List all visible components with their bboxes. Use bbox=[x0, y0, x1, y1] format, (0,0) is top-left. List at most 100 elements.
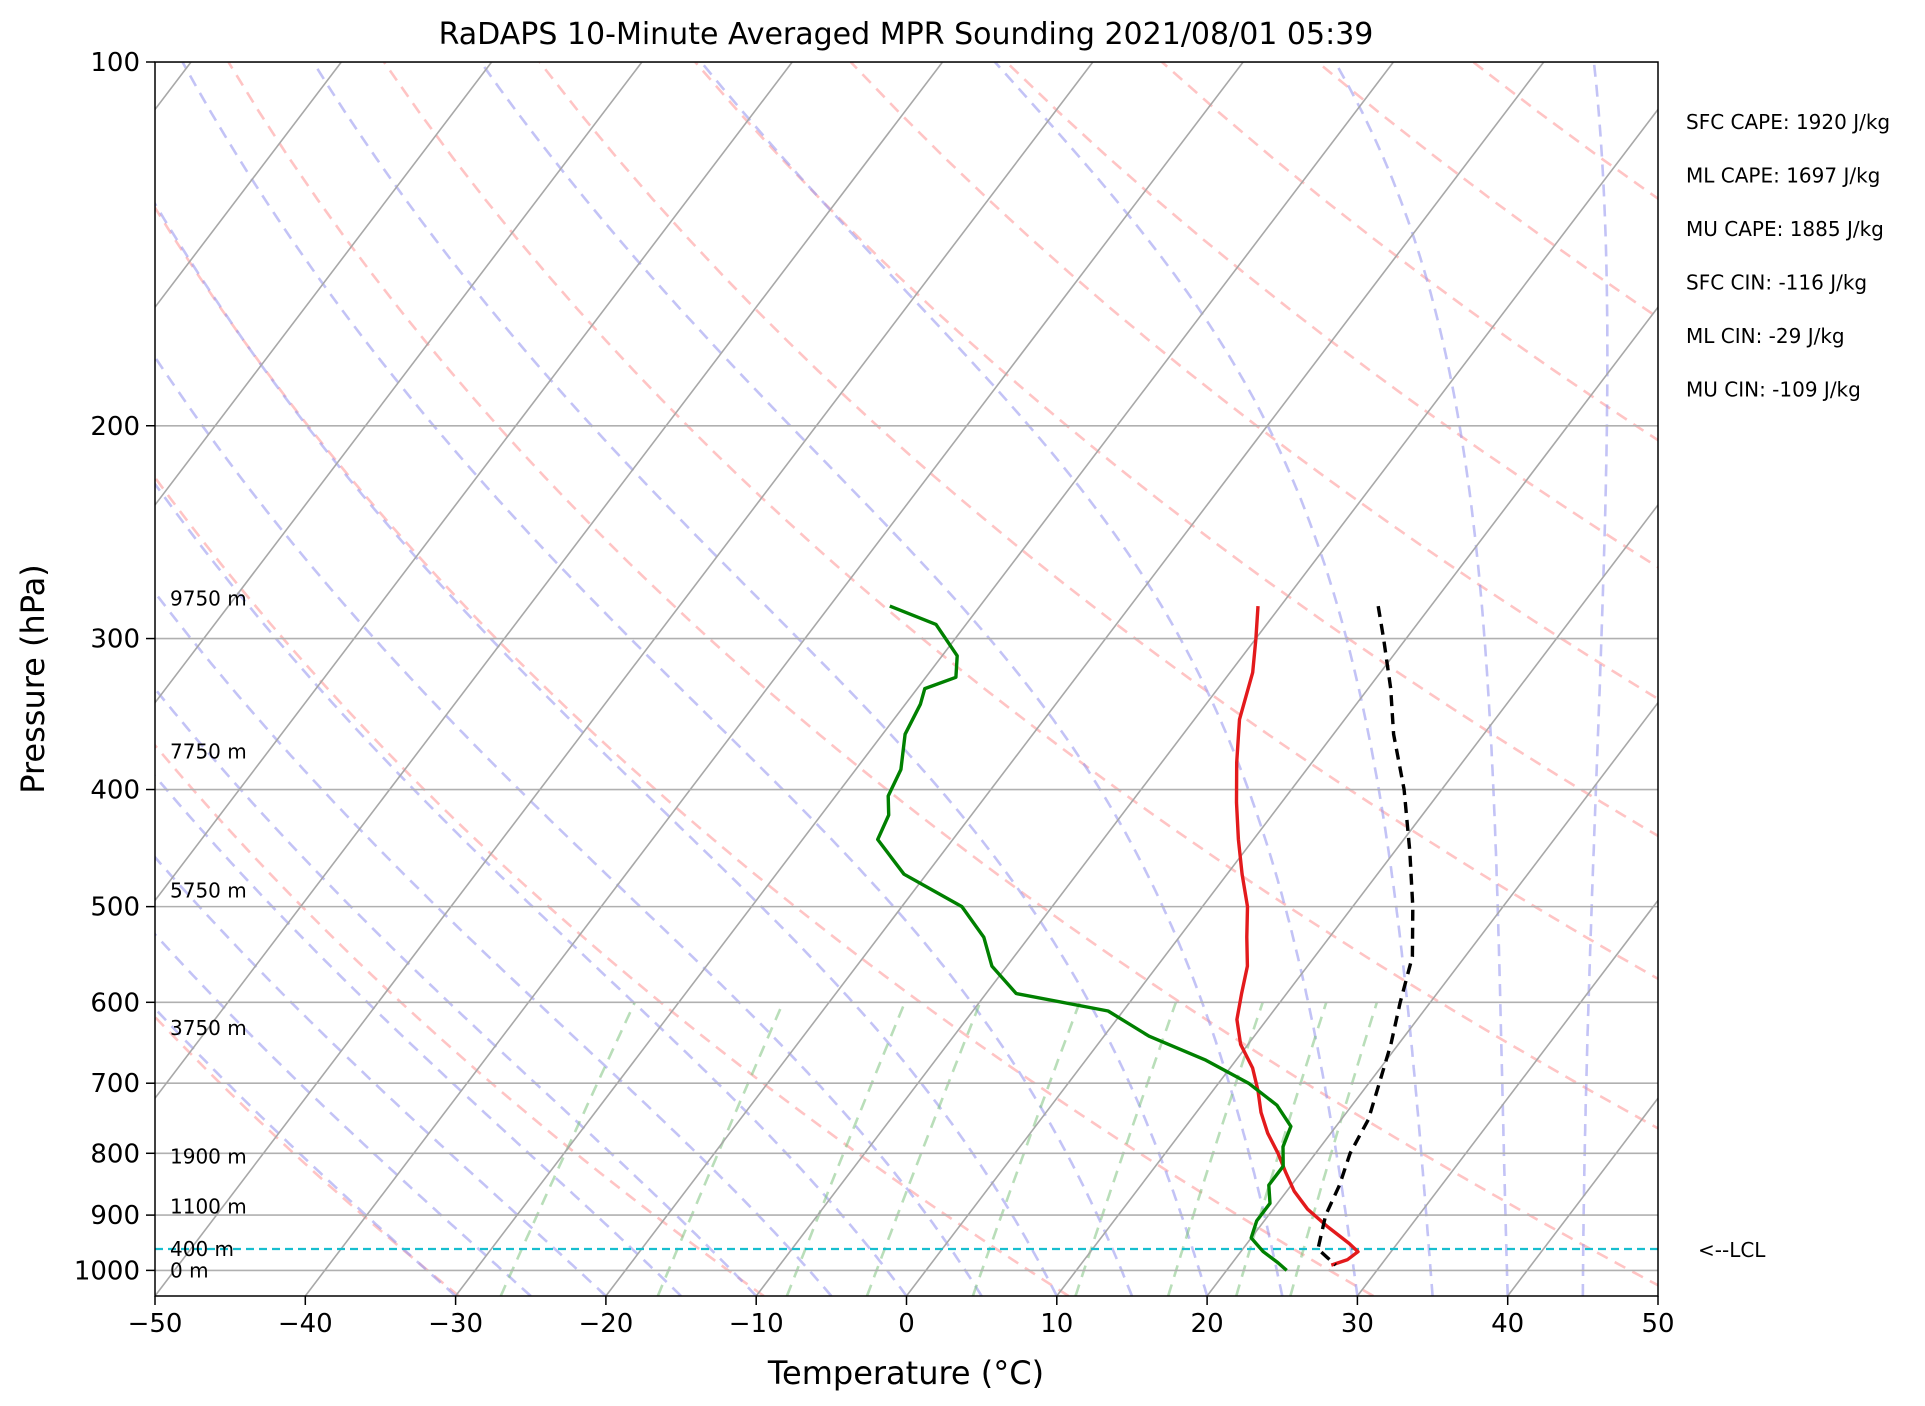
dry-adiabat bbox=[155, 743, 765, 1296]
x-axis-label: Temperature (°C) bbox=[767, 1354, 1044, 1392]
x-tick-label: 40 bbox=[1491, 1309, 1524, 1339]
skewed-isotherms bbox=[155, 62, 1658, 1296]
dry-adiabat bbox=[1161, 62, 1658, 442]
x-tick-label: 0 bbox=[898, 1309, 915, 1339]
dry-adiabat bbox=[1316, 62, 1658, 320]
moist-adiabat bbox=[1333, 62, 1509, 1296]
stability-index: ML CIN: -29 J/kg bbox=[1686, 324, 1845, 348]
height-label: 9750 m bbox=[170, 587, 247, 611]
isotherm-line bbox=[1657, 1294, 1658, 1296]
moist-adiabat bbox=[155, 1006, 457, 1296]
sounding-profile-line bbox=[876, 604, 1293, 1272]
moist-adiabat bbox=[993, 62, 1434, 1296]
isotherm-line bbox=[1206, 701, 1658, 1296]
x-tick-label: −30 bbox=[428, 1309, 483, 1339]
x-tick-label: −10 bbox=[729, 1309, 784, 1339]
isotherm-line bbox=[755, 108, 1658, 1296]
plot-frame bbox=[154, 61, 1659, 1297]
mixing-ratio-line bbox=[971, 1001, 1081, 1296]
isotherm-line bbox=[155, 62, 342, 309]
x-tick-label: −50 bbox=[128, 1309, 183, 1339]
dry-adiabat bbox=[1472, 62, 1658, 201]
dry-adiabat bbox=[694, 62, 1658, 838]
stability-index: SFC CAPE: 1920 J/kg bbox=[1686, 110, 1890, 134]
moist-adiabat bbox=[155, 590, 833, 1296]
moist-adiabat bbox=[155, 481, 908, 1296]
dry-adiabat bbox=[382, 62, 1658, 1130]
isotherm-line bbox=[155, 62, 493, 507]
moist-adiabat bbox=[155, 932, 532, 1296]
moist-adiabat bbox=[312, 62, 1209, 1296]
x-tick-label: 20 bbox=[1191, 1309, 1224, 1339]
mixing-ratio-line bbox=[1289, 1001, 1379, 1296]
moist-adiabat bbox=[1581, 62, 1609, 1296]
moist-adiabat bbox=[155, 774, 682, 1296]
height-label: 5750 m bbox=[170, 879, 247, 903]
lcl-label: <--LCL bbox=[1698, 1238, 1766, 1262]
isotherm-line bbox=[1056, 503, 1658, 1296]
isotherm-line bbox=[155, 62, 944, 1100]
y-tick-label: 900 bbox=[90, 1201, 140, 1231]
dry-adiabat bbox=[1005, 62, 1658, 569]
height-label: 0 m bbox=[170, 1258, 209, 1282]
mixing-ratio-line bbox=[785, 1001, 907, 1296]
y-tick-label: 1000 bbox=[74, 1256, 140, 1286]
isotherm-line bbox=[155, 62, 643, 705]
x-tick-label: 10 bbox=[1040, 1309, 1073, 1339]
y-axis-label: Pressure (hPa) bbox=[14, 564, 52, 794]
moist-adiabat bbox=[700, 62, 1359, 1296]
background-lines bbox=[155, 62, 1658, 1296]
mixing-ratio-line bbox=[1074, 1001, 1178, 1296]
height-label: 400 m bbox=[170, 1237, 234, 1261]
mixing-ratio-line bbox=[1166, 1001, 1264, 1296]
isotherm-line bbox=[905, 305, 1658, 1296]
x-axis-ticks: −50 −40 −30 −20 −10 0 10 20 30 40 50 bbox=[128, 1296, 1675, 1339]
height-label: 3750 m bbox=[170, 1016, 247, 1040]
isotherm-line bbox=[605, 62, 1545, 1296]
stability-index: MU CAPE: 1885 J/kg bbox=[1686, 217, 1884, 241]
dry-adiabat bbox=[227, 62, 1658, 1287]
isotherm-line bbox=[155, 62, 1094, 1296]
stability-index: MU CIN: -109 J/kg bbox=[1686, 378, 1861, 402]
isotherm-line bbox=[155, 62, 793, 902]
moist-adiabat bbox=[479, 62, 1284, 1296]
y-tick-label: 500 bbox=[90, 893, 140, 923]
moist-adiabat bbox=[155, 855, 607, 1296]
height-labels: 9750 m 7750 m 5750 m 3750 m 1900 m 1100 m 400 … bbox=[170, 587, 247, 1283]
chart-title: RaDAPS 10-Minute Averaged MPR Sounding 2… bbox=[439, 17, 1374, 52]
stability-index: ML CAPE: 1697 J/kg bbox=[1686, 164, 1880, 188]
sounding-profile-line bbox=[1234, 605, 1360, 1267]
height-label: 1100 m bbox=[170, 1194, 247, 1218]
x-tick-label: 30 bbox=[1341, 1309, 1374, 1339]
dry-adiabat bbox=[155, 1015, 460, 1296]
height-label: 1900 m bbox=[170, 1145, 247, 1169]
isotherm-line bbox=[304, 62, 1244, 1296]
y-tick-label: 700 bbox=[90, 1069, 140, 1099]
sounding-series bbox=[876, 604, 1415, 1272]
height-label: 7750 m bbox=[170, 739, 247, 763]
moist-adiabat bbox=[155, 354, 983, 1296]
moist-adiabat bbox=[181, 62, 1134, 1296]
mixing-ratio-line bbox=[499, 1001, 636, 1296]
y-tick-label: 100 bbox=[90, 48, 140, 78]
y-tick-label: 200 bbox=[90, 412, 140, 442]
mixing-ratio-line bbox=[865, 1001, 982, 1296]
moist-adiabat bbox=[155, 201, 1058, 1296]
x-tick-label: −20 bbox=[578, 1309, 633, 1339]
x-tick-label: −40 bbox=[278, 1309, 333, 1339]
y-axis-ticks: 100 200 300 400 500 600 700 800 900 1000 bbox=[74, 48, 155, 1286]
dry-adiabat bbox=[155, 205, 1375, 1296]
stability-indices: SFC CAPE: 1920 J/kg ML CAPE: 1697 J/kg MU … bbox=[1686, 110, 1890, 402]
y-tick-label: 300 bbox=[90, 625, 140, 655]
y-tick-label: 800 bbox=[90, 1139, 140, 1169]
isotherm-line bbox=[1507, 1096, 1658, 1296]
stability-index: SFC CIN: -116 J/kg bbox=[1686, 271, 1867, 295]
isotherm-line bbox=[1356, 899, 1658, 1296]
sounding-profile-line bbox=[1316, 605, 1415, 1267]
moist-adiabat bbox=[155, 686, 758, 1296]
pressure-gridlines bbox=[155, 62, 1658, 1272]
x-tick-label: 50 bbox=[1641, 1309, 1674, 1339]
mixing-ratio-line bbox=[1235, 1001, 1328, 1296]
y-tick-label: 400 bbox=[90, 776, 140, 806]
